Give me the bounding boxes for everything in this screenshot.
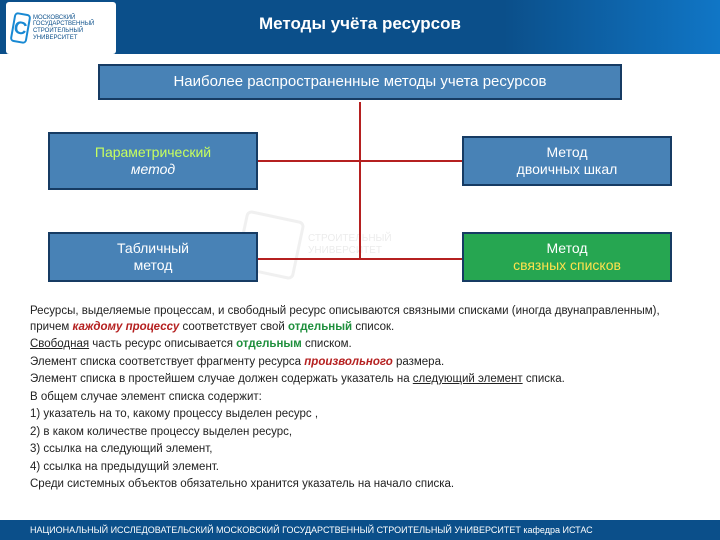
- para-5: В общем случае элемент списка содержит:: [30, 390, 690, 406]
- node-table-method: Табличный метод: [48, 232, 258, 282]
- node-main: Наиболее распространенные методы учета р…: [98, 64, 622, 100]
- node-parametric-line2: метод: [131, 161, 175, 179]
- connector: [258, 160, 462, 162]
- node-binary-line2: двоичных шкал: [517, 161, 618, 179]
- para-3: Элемент списка соответствует фрагменту р…: [30, 355, 690, 371]
- node-parametric: Параметрический метод: [48, 132, 258, 190]
- methods-diagram: Наиболее распространенные методы учета р…: [48, 64, 672, 294]
- para-2: Свободная часть ресурс описывается отдел…: [30, 337, 690, 353]
- connector: [359, 102, 361, 260]
- node-parametric-line1: Параметрический: [95, 144, 211, 162]
- para-1: Ресурсы, выделяемые процессам, и свободн…: [30, 304, 690, 335]
- para-9: 4) ссылка на предыдущий элемент.: [30, 460, 690, 476]
- node-linked-lists: Метод связных списков: [462, 232, 672, 282]
- node-linked-line2: связных списков: [513, 257, 621, 275]
- node-table-line1: Табличный: [117, 240, 189, 258]
- node-linked-line1: Метод: [546, 240, 587, 258]
- node-binary-line1: Метод: [546, 144, 587, 162]
- footer-text: НАЦИОНАЛЬНЫЙ ИССЛЕДОВАТЕЛЬСКИЙ МОСКОВСКИ…: [30, 525, 593, 535]
- node-binary-scales: Метод двоичных шкал: [462, 136, 672, 186]
- para-10: Среди системных объектов обязательно хра…: [30, 477, 690, 493]
- para-7: 2) в каком количестве процессу выделен р…: [30, 425, 690, 441]
- body-text: Ресурсы, выделяемые процессам, и свободн…: [30, 304, 690, 495]
- node-table-line2: метод: [134, 257, 173, 275]
- node-main-label: Наиболее распространенные методы учета р…: [173, 73, 546, 92]
- slide-title: Методы учёта ресурсов: [0, 14, 720, 34]
- para-4: Элемент списка в простейшем случае долже…: [30, 372, 690, 388]
- footer-bar: НАЦИОНАЛЬНЫЙ ИССЛЕДОВАТЕЛЬСКИЙ МОСКОВСКИ…: [0, 520, 720, 540]
- para-8: 3) ссылка на следующий элемент,: [30, 442, 690, 458]
- para-6: 1) указатель на то, какому процессу выде…: [30, 407, 690, 423]
- connector: [258, 258, 462, 260]
